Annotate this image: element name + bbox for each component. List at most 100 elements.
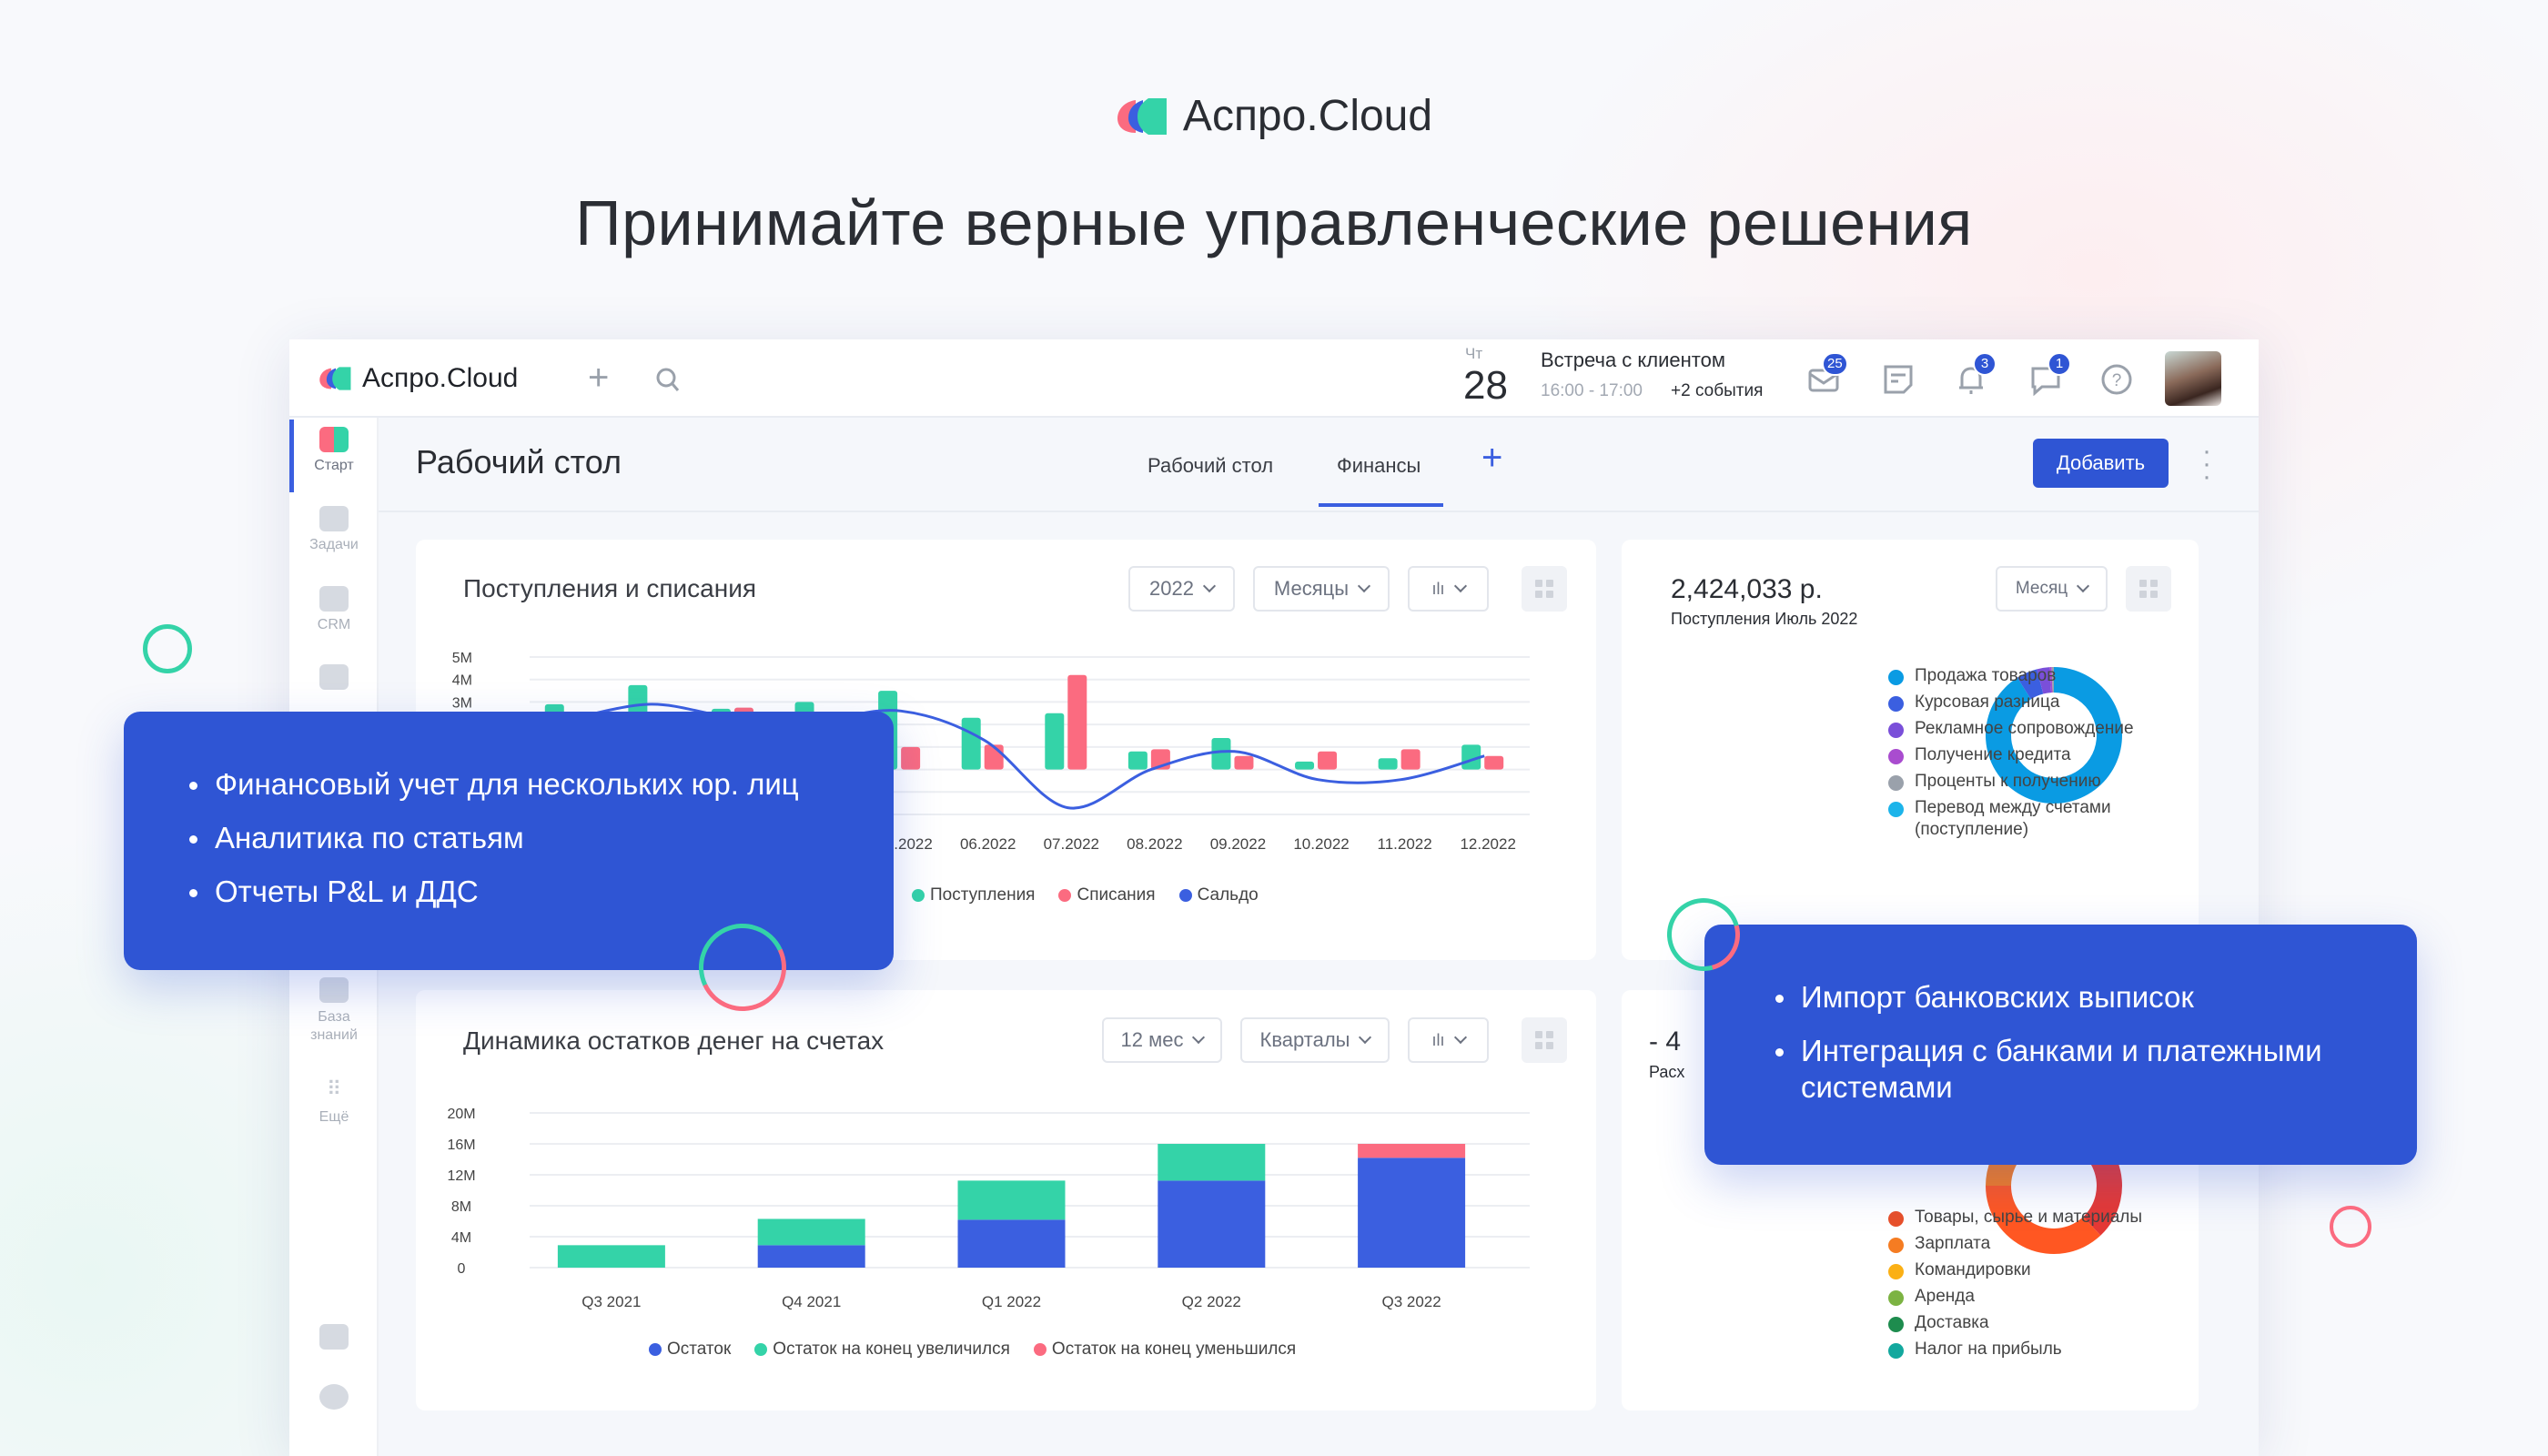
user-avatar[interactable] — [2165, 351, 2221, 406]
chart-type-select[interactable]: ılı — [1408, 566, 1489, 612]
y-tick-label: 0 — [458, 1261, 466, 1277]
tab-desktop[interactable]: Рабочий стол — [1148, 454, 1274, 477]
sidebar-label: CRM — [317, 617, 351, 632]
legend-label: Рекламное сопровождение — [1915, 719, 2134, 738]
legend-item[interactable]: Проценты к получению — [1888, 771, 2161, 793]
legend-item[interactable]: Зарплата — [1888, 1233, 2161, 1255]
balances-chart: 20M 16M 12M 8M 4M 0 Q3 2021 Q4 2021 Q1 2022 Q2 20… — [447, 1107, 1530, 1310]
kebab-menu-icon[interactable]: · · · — [2202, 436, 2211, 491]
sidebar-item-profile[interactable] — [289, 1324, 379, 1355]
range-select[interactable]: 12 мес — [1102, 1017, 1222, 1063]
legend-item[interactable]: Сальдо — [1178, 885, 1259, 905]
legend-item[interactable]: Списания — [1058, 885, 1156, 905]
year-select[interactable]: 2022 — [1128, 566, 1235, 612]
drag-handle-button[interactable] — [1522, 1017, 1567, 1063]
chevron-down-icon — [2077, 579, 2090, 593]
income-amount: 2,424,033 р. — [1671, 574, 1823, 604]
legend-item[interactable]: Курсовая разница — [1888, 692, 2161, 713]
bell-icon[interactable] — [1955, 363, 1987, 396]
legend-item[interactable]: Перевод между счетами (поступление) — [1888, 797, 2161, 841]
legend-item[interactable]: Остаток на конец уменьшился — [1033, 1340, 1296, 1360]
sidebar-item-knowledge[interactable]: База знаний — [289, 977, 379, 1045]
sidebar-item-tasks[interactable]: Задачи — [289, 506, 379, 553]
period-select[interactable]: Месяцы — [1253, 566, 1390, 612]
legend-item[interactable]: Поступления — [912, 885, 1035, 905]
legend-dot — [1888, 749, 1904, 764]
legend-item[interactable]: Налог на прибыль — [1888, 1339, 2161, 1360]
income-expense-chart: 5M4M3M2M1M0-1M-2M01.202202.202203.202204… — [447, 651, 1530, 853]
feature-bullet: Финансовый учет для нескольких юр. лиц — [187, 766, 894, 803]
bar-segment — [1158, 1180, 1266, 1268]
event-title[interactable]: Встреча с клиентом — [1541, 349, 1725, 371]
drag-handle-button[interactable] — [2126, 566, 2171, 612]
active-tab-underline — [1319, 503, 1443, 507]
y-tick-label: 20M — [447, 1107, 475, 1122]
feature-callout-left: Финансовый учет для нескольких юр. лиц А… — [124, 712, 894, 970]
donut-slice — [2017, 669, 2044, 700]
tab-finance[interactable]: Финансы — [1337, 454, 1421, 477]
y-tick-label: 3M — [452, 695, 472, 711]
plus-icon[interactable]: + — [588, 358, 610, 398]
legend-label: Курсовая разница — [1915, 693, 2060, 712]
legend-item[interactable]: Товары, сырье и материалы — [1888, 1207, 2161, 1228]
legend-item[interactable]: Командировки — [1888, 1259, 2161, 1281]
event-time: 16:00 - 17:00 — [1541, 381, 1643, 400]
x-tick-label: Q1 2022 — [982, 1293, 1041, 1310]
legend-label: Аренда — [1915, 1287, 1975, 1306]
legend-item[interactable]: Аренда — [1888, 1286, 2161, 1308]
grid-icon: ⠿ — [326, 1077, 342, 1100]
sidebar-item-more[interactable]: ⠿ Ещё — [289, 1078, 379, 1126]
svg-text:?: ? — [2112, 371, 2122, 390]
y-tick-label: 4M — [452, 673, 472, 689]
x-tick-label: 06.2022 — [960, 835, 1016, 853]
heart-icon — [319, 427, 349, 452]
search-icon[interactable] — [655, 367, 681, 394]
chart-type-select[interactable]: ılı — [1408, 1017, 1489, 1063]
bar-segment — [1358, 1144, 1466, 1158]
more-events-link[interactable]: +2 события — [1671, 381, 1764, 400]
legend-item[interactable]: Остаток — [649, 1340, 731, 1360]
aspro-logo-icon — [1117, 97, 1167, 135]
help-icon[interactable]: ? — [2100, 363, 2133, 396]
card-title: Динамика остатков денег на счетах — [463, 1026, 885, 1055]
feature-callout-right: Импорт банковских выписок Интеграция с б… — [1704, 925, 2417, 1165]
legend-item[interactable]: Доставка — [1888, 1312, 2161, 1334]
x-tick-label: 07.2022 — [1044, 835, 1099, 853]
decor-ring — [2330, 1206, 2371, 1248]
sidebar-item-chat[interactable] — [289, 664, 379, 695]
legend-label: Налог на прибыль — [1915, 1340, 2062, 1359]
card-title: Поступления и списания — [463, 574, 757, 602]
x-tick-label: 09.2022 — [1210, 835, 1266, 853]
headline: Принимайте верные управленческие решения — [575, 187, 1973, 258]
sidebar-item-crm[interactable]: CRM — [289, 586, 379, 633]
legend-item[interactable]: Остаток на конец увеличился — [754, 1340, 1010, 1360]
sidebar-item-start[interactable]: Старт — [289, 427, 379, 474]
y-tick-label: 5M — [452, 651, 472, 666]
bar-segment — [957, 1180, 1066, 1220]
app-logo[interactable]: Аспро.Cloud — [318, 363, 518, 394]
bar-segment — [1358, 1158, 1466, 1268]
legend-label: Получение кредита — [1915, 745, 2071, 764]
bar-outflow — [1400, 749, 1421, 770]
legend-dot — [1888, 696, 1904, 712]
legend-label: Проценты к получению — [1915, 772, 2101, 791]
legend-item[interactable]: Продажа товаров — [1888, 665, 2161, 687]
drag-handle-button[interactable] — [1522, 566, 1567, 612]
add-button[interactable]: Добавить — [2033, 439, 2169, 488]
sidebar-item-settings[interactable] — [289, 1384, 379, 1415]
legend-label: Товары, сырье и материалы — [1915, 1208, 2143, 1227]
period-select[interactable]: Кварталы — [1240, 1017, 1390, 1063]
legend-label: Командировки — [1915, 1260, 2031, 1279]
legend-item[interactable]: Получение кредита — [1888, 744, 2161, 766]
book-icon — [319, 977, 349, 1003]
gear-icon — [319, 1384, 349, 1410]
legend-item[interactable]: Рекламное сопровождение — [1888, 718, 2161, 740]
income-subtitle: Поступления Июль 2022 — [1671, 610, 1858, 628]
donut-slice — [1986, 667, 2122, 804]
notes-icon[interactable] — [1882, 363, 1915, 396]
check-icon — [319, 506, 349, 531]
bar-outflow — [1318, 751, 1338, 770]
add-tab-button[interactable]: + — [1481, 438, 1503, 478]
legend-label: Продажа товаров — [1915, 666, 2057, 685]
month-select[interactable]: Месяц — [1996, 566, 2108, 612]
